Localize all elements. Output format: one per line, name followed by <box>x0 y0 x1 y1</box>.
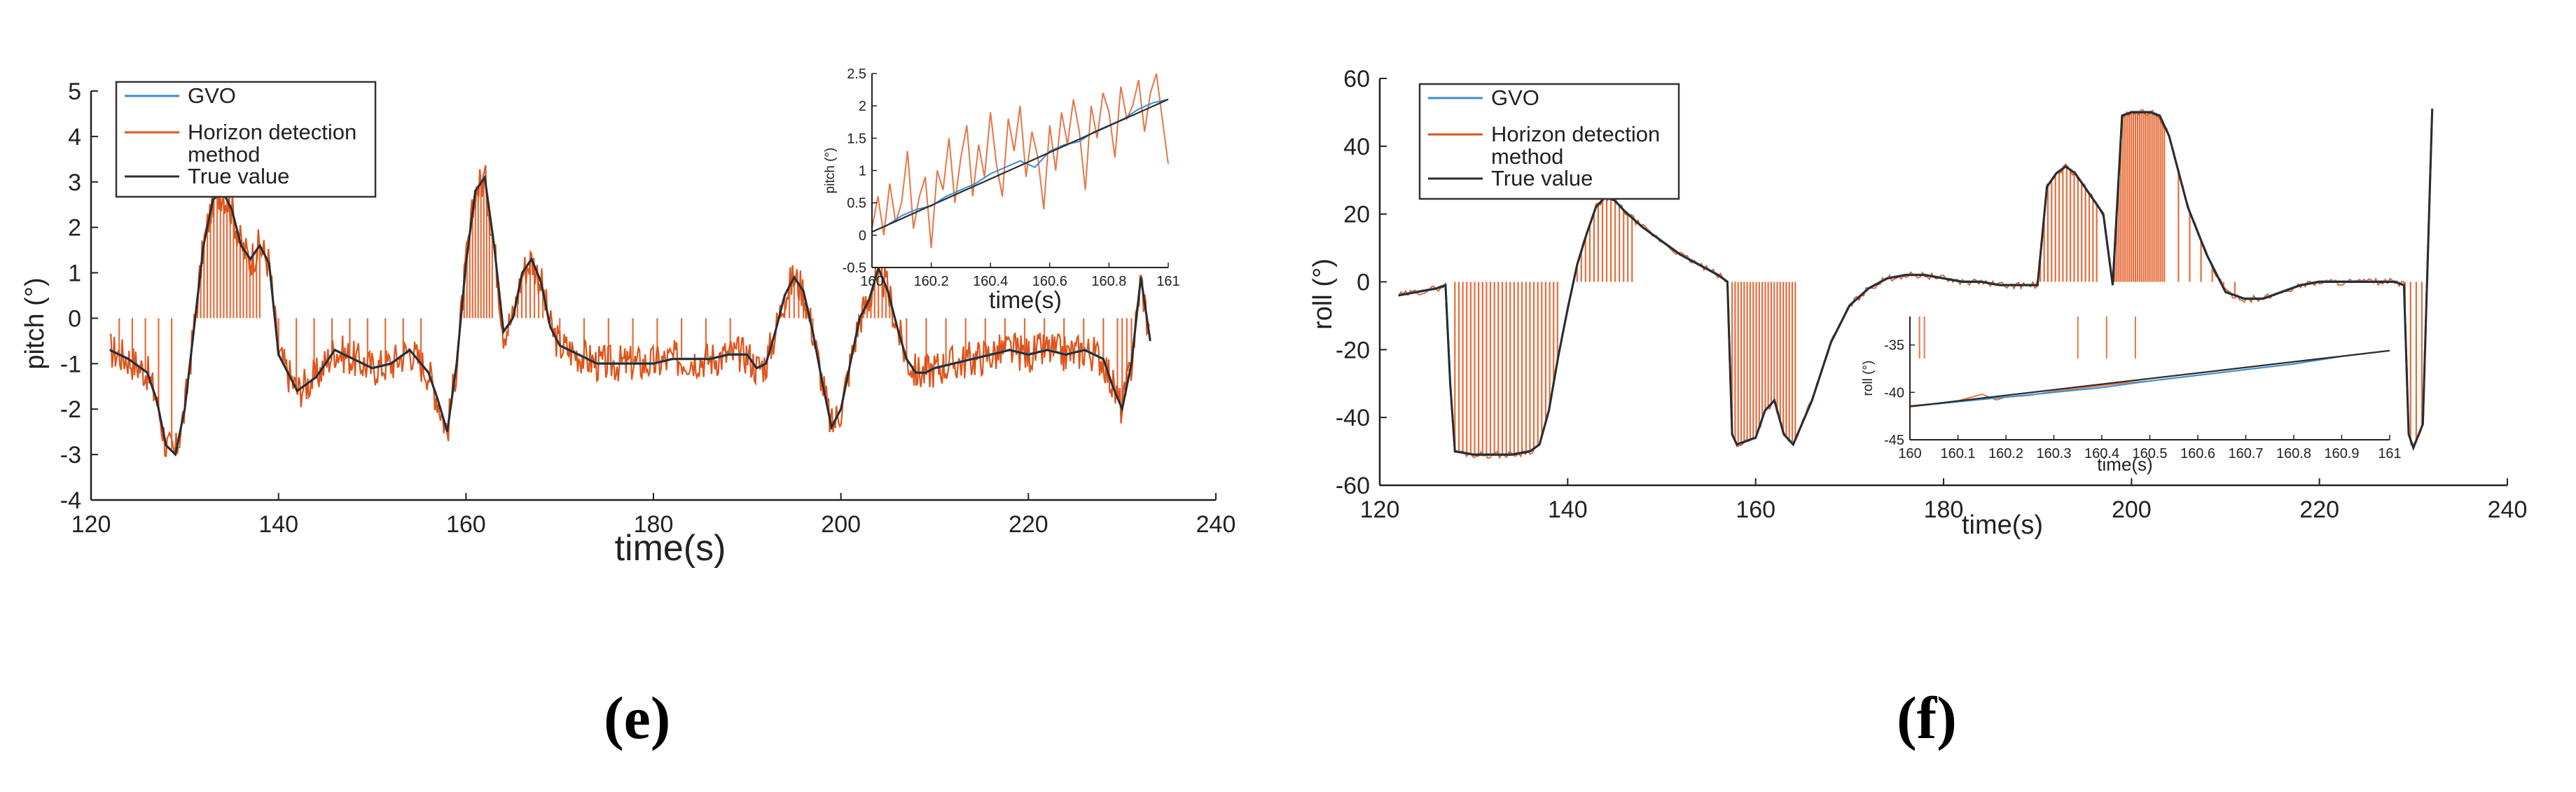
roll-main-inset-x-axis-label: time(s) <box>2097 454 2152 475</box>
pitch-main-x-tick-label: 220 <box>1009 511 1048 538</box>
pitch-main-x-tick-label: 160 <box>446 511 486 538</box>
pitch-main-y-tick-label: -2 <box>60 396 81 423</box>
roll-main-y-tick-label: 0 <box>1357 270 1370 296</box>
roll-main-inset-x-tick-label: 160.3 <box>2036 446 2071 461</box>
roll-main-legend-label-truth: True value <box>1491 166 1593 190</box>
pitch-main-inset-x-axis-label: time(s) <box>989 287 1062 314</box>
roll-main-x-axis-label: time(s) <box>1962 510 2043 540</box>
roll-main-legend-label-horizon: Horizon detection method <box>1491 122 1660 169</box>
roll-main-inset-x-tick-label: 160.7 <box>2228 446 2263 461</box>
roll-main-inset-x-tick-label: 160.6 <box>2180 446 2215 461</box>
pitch-main-axes: 120 140 160 180 200 220 240543210-1-2-3-4time(… <box>20 78 1235 569</box>
roll-main-y-tick-label: -60 <box>1336 473 1370 499</box>
roll-main-legend-box <box>1418 83 1680 200</box>
pitch-main-x-axis-label: time(s) <box>615 528 726 569</box>
pitch-main-inset-y-tick-label: 2.5 <box>847 67 866 82</box>
pitch-main-y-tick-label: -3 <box>60 442 81 468</box>
pitch-main-x-tick-label: 200 <box>821 511 861 538</box>
roll-main-inset-x-tick-label: 160.2 <box>1988 446 2023 461</box>
pitch-main-inset-y-tick-label: 0 <box>859 228 866 244</box>
caption-f: (f) <box>1897 684 1957 751</box>
pitch-main-legend-box <box>115 81 377 198</box>
pitch-main-inset-x-tick-label: 160 <box>860 274 883 289</box>
roll-main-y-tick-label: -20 <box>1336 337 1370 363</box>
pitch-main-inset-x-tick-label: 160.8 <box>1091 274 1126 289</box>
roll-main-x-tick-label: 200 <box>2112 496 2152 523</box>
roll-main-y-tick-label: 20 <box>1343 202 1370 228</box>
roll-main-y-tick-label: 60 <box>1343 66 1370 92</box>
roll-main-legend-label-line: Horizon detection <box>1491 122 1660 146</box>
roll-main-inset-y-tick-label: -35 <box>1884 338 1904 354</box>
pitch-chart: 120 140 160 180 200 220 240543210-1-2-3-4time(… <box>20 67 1235 569</box>
pitch-main-legend-label-gvo: GVO <box>188 83 236 108</box>
roll-main-inset-x-tick-label: 160.1 <box>1940 446 1975 461</box>
roll-main-x-tick-label: 180 <box>1924 496 1964 523</box>
pitch-main-inset-x-tick-label: 160.4 <box>973 274 1008 289</box>
roll-main-inset-y-tick-label: -40 <box>1884 385 1904 401</box>
roll-main-inset: 160 160.1 160.2 160.3 160.4 160.5 160.6 160.7 16… <box>1861 317 2402 475</box>
pitch-main-y-tick-label: -4 <box>60 487 81 514</box>
pitch-main-inset-y-tick-label: 2 <box>859 99 866 114</box>
pitch-main-y-tick-label: 3 <box>68 169 81 196</box>
roll-main-inset-gvo-line <box>1909 349 2390 408</box>
pitch-main-inset: 160 160.2 160.4 160.6 160.8 161 2.5 2 1.5 1 0.5 0 -0… <box>823 67 1180 314</box>
roll-main-inset-truth-line <box>1909 349 2390 408</box>
pitch-main-y-tick-label: 1 <box>68 260 81 287</box>
pitch-main-inset-x-tick-label: 160.6 <box>1032 274 1067 289</box>
pitch-main-y-tick-label: 0 <box>68 305 81 332</box>
roll-main-inset-x-tick-label: 161 <box>2378 446 2401 461</box>
pitch-main-inset-x-tick-label: 160.2 <box>914 274 949 289</box>
pitch-main-legend-label-line: method <box>188 142 260 167</box>
pitch-main-y-tick-label: -1 <box>60 351 81 377</box>
roll-main-inset-x-tick-label: 160.4 <box>2084 446 2119 461</box>
roll-main-x-tick-label: 140 <box>1548 496 1588 523</box>
roll-main-inset-x-tick-label: 160.8 <box>2276 446 2311 461</box>
pitch-main-inset-y-tick-label: 1.5 <box>847 131 866 146</box>
roll-main-inset-y-axis-label: roll (°) <box>1861 361 1876 396</box>
pitch-main-y-tick-label: 2 <box>68 215 81 242</box>
roll-main-x-tick-label: 220 <box>2299 496 2339 523</box>
pitch-main-inset-horizon-line <box>871 73 1169 249</box>
pitch-main-legend-label-horizon: Horizon detection method <box>188 120 356 167</box>
roll-main-inset-y-tick-label: -45 <box>1884 433 1904 448</box>
roll-main-x-tick-label: 120 <box>1360 496 1400 523</box>
pitch-main-inset-y-tick-label: -0.5 <box>843 260 866 276</box>
roll-main-y-tick-label: -40 <box>1336 405 1370 431</box>
pitch-main-legend-label-line: Horizon detection <box>188 120 356 144</box>
pitch-main-y-tick-label: 4 <box>68 124 81 151</box>
roll-main-inset-spikes <box>1918 317 2136 359</box>
pitch-main-truth-line <box>109 174 1151 457</box>
pitch-main-x-tick-label: 140 <box>258 511 298 538</box>
pitch-main-legend-label-truth: True value <box>188 164 289 188</box>
pitch-main-y-tick-label: 5 <box>68 78 81 105</box>
pitch-main-inset-truth-line <box>871 98 1169 233</box>
pitch-main-inset-x-tick-label: 161 <box>1156 274 1179 289</box>
pitch-main-inset-y-tick-label: 0.5 <box>847 196 866 211</box>
pitch-main-x-tick-label: 120 <box>71 511 111 538</box>
roll-main-legend-label-line: method <box>1491 144 1563 169</box>
roll-main-truth-line <box>1398 109 2434 456</box>
pitch-main-x-tick-label: 180 <box>634 511 674 538</box>
roll-main-legend-label-gvo: GVO <box>1491 85 1539 110</box>
pitch-main-x-tick-label: 240 <box>1196 511 1236 538</box>
roll-main-inset-x-tick-label: 160.9 <box>2324 446 2359 461</box>
pitch-main-inset-y-axis-label: pitch (°) <box>823 148 838 194</box>
pitch-main-inset-y-tick-label: 1 <box>859 164 866 179</box>
roll-main-y-tick-label: 40 <box>1343 134 1370 160</box>
roll-main-x-tick-label: 240 <box>2488 496 2528 523</box>
roll-main-horizon-spikes <box>1454 112 2429 455</box>
roll-main-axes: 120 140 160 180 200 220 2406040200-20-40-60tim… <box>1308 66 2527 540</box>
roll-chart: 120 140 160 180 200 220 2406040200-20-40-60tim… <box>1308 66 2527 540</box>
roll-main-inset-x-tick-label: 160.5 <box>2132 446 2167 461</box>
caption-e: (e) <box>604 684 671 751</box>
roll-main-y-axis-label: roll (°) <box>1308 258 1338 330</box>
pitch-main-y-axis-label: pitch (°) <box>20 277 50 369</box>
roll-main-x-tick-label: 160 <box>1736 496 1775 523</box>
roll-main-inset-x-tick-label: 160 <box>1898 446 1921 461</box>
